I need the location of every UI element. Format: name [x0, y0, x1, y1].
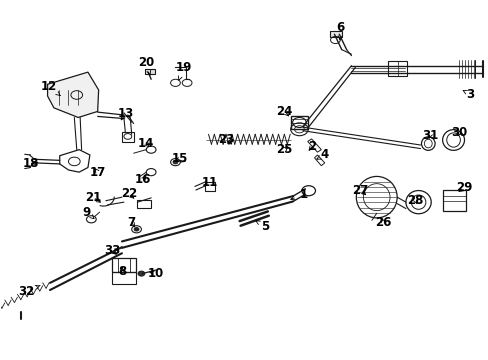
Text: 11: 11 [201, 176, 217, 189]
Text: 4: 4 [316, 148, 328, 162]
Text: 7: 7 [127, 216, 136, 229]
Text: 24: 24 [276, 105, 292, 118]
Text: 3: 3 [462, 88, 474, 101]
Text: 25: 25 [276, 143, 292, 156]
Circle shape [134, 228, 139, 231]
Polygon shape [47, 72, 99, 117]
Text: 30: 30 [450, 126, 467, 139]
Bar [204, 182, 215, 191]
Bar [442, 190, 465, 211]
Text: 29: 29 [455, 181, 471, 194]
Text: 28: 28 [407, 194, 423, 207]
Text: 10: 10 [147, 267, 164, 280]
Text: 14: 14 [138, 137, 154, 150]
Text: 13: 13 [117, 107, 133, 120]
Bar [112, 272, 135, 284]
Text: 17: 17 [89, 166, 105, 179]
Text: 5: 5 [255, 220, 269, 233]
Text: 18: 18 [22, 157, 39, 170]
Text: 9: 9 [82, 206, 94, 219]
Bar [136, 200, 151, 207]
Circle shape [138, 271, 144, 276]
Text: 26: 26 [374, 216, 390, 229]
Text: 23: 23 [218, 134, 234, 147]
Bar [329, 31, 341, 37]
Bar [387, 62, 407, 76]
Text: 20: 20 [138, 56, 154, 75]
Text: 32: 32 [19, 285, 40, 298]
Text: 33: 33 [104, 244, 120, 257]
Text: 27: 27 [351, 184, 367, 197]
Text: 6: 6 [336, 21, 344, 40]
Bar [122, 132, 134, 143]
Circle shape [173, 160, 178, 164]
Text: 15: 15 [172, 152, 188, 165]
Bar [144, 69, 154, 73]
Bar [290, 116, 307, 129]
Text: 1: 1 [290, 188, 307, 201]
Text: 21: 21 [84, 191, 101, 204]
Text: 22: 22 [121, 187, 137, 200]
Text: 19: 19 [175, 61, 191, 80]
Text: 12: 12 [41, 80, 60, 96]
Text: 16: 16 [135, 173, 151, 186]
Text: 2: 2 [308, 140, 316, 153]
Bar [112, 258, 135, 272]
Text: 31: 31 [421, 129, 437, 142]
Text: 8: 8 [118, 265, 126, 278]
